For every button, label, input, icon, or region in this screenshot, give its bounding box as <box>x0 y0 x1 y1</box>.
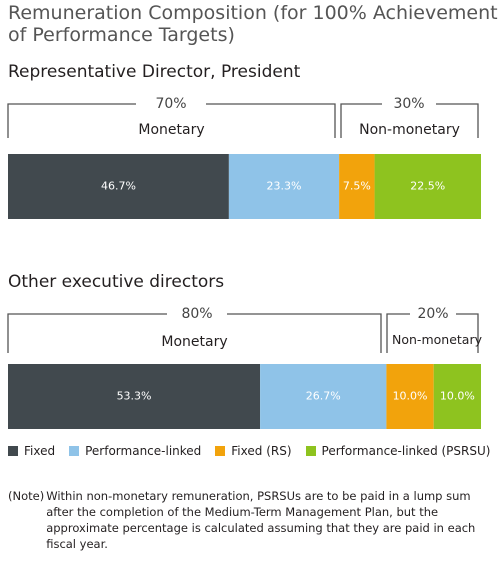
bar-value-label: 22.5% <box>410 180 445 193</box>
bar-segment-performance-linked-psrsu <box>374 154 481 219</box>
footnote-tag: (Note) <box>8 489 45 503</box>
legend-swatch-fixed <box>8 446 18 456</box>
bar-value-label: 26.7% <box>306 390 341 403</box>
legend-swatch-performance-linked <box>69 446 80 456</box>
chart-title: Remuneration Composition (for 100% Achie… <box>8 2 498 46</box>
bar-value-label: 7.5% <box>343 180 371 193</box>
nonmonetary-label: Non-monetary <box>392 332 482 347</box>
bar-segment-fixed <box>8 154 229 219</box>
bar-segment-performance-linked-psrsu <box>433 364 481 429</box>
nonmonetary-bracket <box>340 103 479 138</box>
nonmonetary-bracket <box>386 313 479 353</box>
bar-segment-fixed-rs <box>339 154 375 219</box>
bar-segment-fixed <box>8 364 261 429</box>
legend-swatch-psrsu <box>305 446 316 456</box>
monetary-label: Monetary <box>161 334 228 350</box>
nonmonetary-label: Non-monetary <box>359 122 460 138</box>
stacked-bar-president: 46.7% 23.3% 7.5% 22.5% <box>8 154 481 219</box>
legend-item-performance-linked: Performance-linked <box>69 444 201 458</box>
bar-value-label: 10.0% <box>440 390 475 403</box>
legend-item-fixed-rs: Fixed (RS) <box>215 444 292 458</box>
monetary-pct: 70% <box>155 96 187 112</box>
bar-segment-performance-linked <box>260 364 387 429</box>
legend-item-fixed: Fixed <box>8 444 55 458</box>
bar-value-label: 46.7% <box>101 180 136 193</box>
section-title-other: Other executive directors <box>8 272 225 292</box>
monetary-pct: 80% <box>181 306 213 322</box>
monetary-label: Monetary <box>138 122 205 138</box>
legend-label: Performance-linked <box>85 444 202 458</box>
legend-label: Fixed <box>24 444 56 458</box>
bar-value-label: 23.3% <box>267 180 302 193</box>
bar-value-label: 53.3% <box>117 390 152 403</box>
bar-segment-fixed-rs <box>386 364 434 429</box>
stacked-bar-other: 53.3% 26.7% 10.0% 10.0% <box>8 364 481 429</box>
legend-item-psrsu: Performance-linked (PSRSU) <box>305 444 491 458</box>
legend: Fixed Performance-linked Fixed (RS) Perf… <box>8 444 490 458</box>
monetary-bracket <box>7 313 382 353</box>
bar-value-label: 10.0% <box>393 390 428 403</box>
brackets-other <box>7 313 479 353</box>
nonmonetary-pct: 20% <box>417 306 449 322</box>
footnote-text: Within non-monetary remuneration, PSRSUs… <box>46 489 476 551</box>
footnote: (Note) Within non-monetary remuneration,… <box>8 488 496 552</box>
brackets-president <box>7 103 479 138</box>
bar-segment-performance-linked <box>228 154 340 219</box>
monetary-bracket <box>7 103 336 138</box>
legend-swatch-fixed-rs <box>215 446 226 456</box>
section-title-president: Representative Director, President <box>8 62 301 82</box>
legend-label: Fixed (RS) <box>231 444 292 458</box>
nonmonetary-pct: 30% <box>393 96 425 112</box>
legend-label: Performance-linked (PSRSU) <box>321 444 491 458</box>
